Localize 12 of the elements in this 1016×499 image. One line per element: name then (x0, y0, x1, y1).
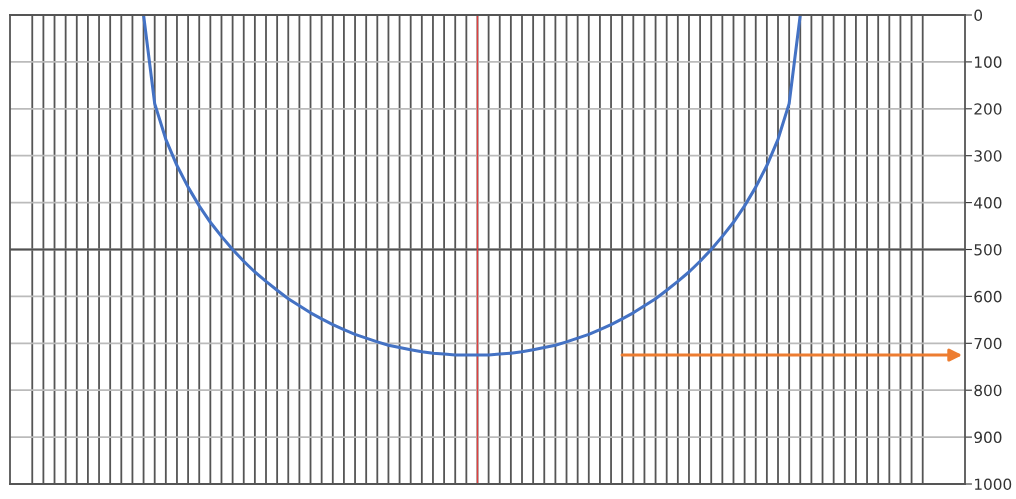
y-tick-label: 700 (974, 337, 1002, 350)
y-tick-label: 100 (975, 56, 1002, 68)
y-tick-label: 300 (974, 150, 1002, 162)
y-tick-label: 600 (974, 290, 1002, 303)
line-series (142, 15, 802, 357)
y-tick-label: 800 (974, 384, 1002, 397)
y-tick-label: 500 (974, 243, 1002, 256)
y-tick-label: 900 (974, 431, 1002, 444)
y-tick-label: 0 (974, 9, 983, 22)
y-tick-label: 1000 (975, 478, 1012, 491)
y-tick-label: 200 (974, 103, 1002, 115)
y-tick-label: 400 (974, 197, 1002, 209)
